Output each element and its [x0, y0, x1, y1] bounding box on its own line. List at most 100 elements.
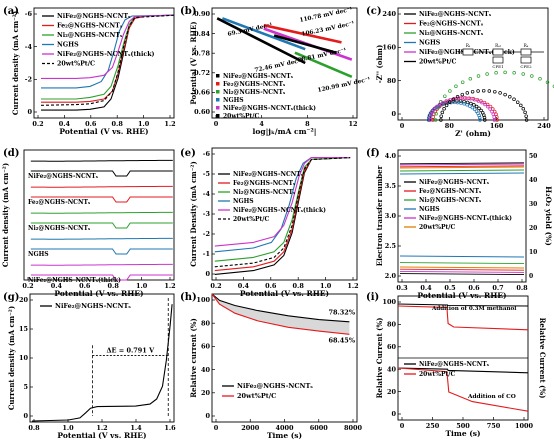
eis-point [468, 97, 473, 101]
eis-point [452, 100, 457, 105]
eis-point [468, 104, 472, 108]
retention-label: 78.32% [328, 308, 355, 316]
x-axis-label: log|jₖ/mA cm⁻²| [252, 127, 316, 136]
x-axis-label: Potential (V vs. RHE) [240, 289, 329, 298]
x-tick-label: 0.6 [468, 284, 480, 292]
co-curve [397, 367, 529, 374]
stability-curve [211, 293, 350, 335]
eis-point [443, 94, 447, 98]
eis-point [452, 97, 456, 101]
eis-point [442, 107, 446, 111]
y-tick-label: 0 [23, 412, 28, 420]
x-tick-label: 240 [537, 122, 551, 130]
tafel-slope-label: 110.78 mV dec⁻¹ [299, 6, 353, 24]
eis-point [493, 89, 497, 94]
legend-marker [216, 82, 220, 86]
legend-label: 20wt%Pt/C [419, 224, 455, 231]
panel-d: (d) 0.2 0.4 0.6 0.8 1.0 1.2 Potential (V vs. RH… [1, 148, 176, 298]
cv-label: NiFe₂@NGHS-NCNTₛ(thick) [28, 277, 121, 284]
y-tick-label: -6 [25, 10, 33, 18]
x-tick-label: 1.6 [164, 424, 176, 432]
eis-point [487, 89, 492, 93]
eis-point [480, 100, 484, 105]
y-tick-label: -2 [25, 76, 32, 84]
tafel-line [294, 51, 353, 78]
circuit-label: CPE1 [492, 64, 503, 69]
eis-point [435, 104, 439, 109]
y-axis-label: Relative Current (%) [375, 318, 384, 399]
x-tick-label: 0 [214, 120, 219, 128]
y-axis-label: Current density (mA cm⁻²) [11, 11, 20, 115]
retention-label: 68.45% [328, 337, 355, 345]
y-tick-label: 0 [391, 410, 396, 418]
eis-point [488, 107, 492, 111]
eis-point [440, 100, 445, 105]
y-tick-label: 5 [23, 383, 28, 391]
y-axis-label: Current density (mA cm⁻²) [1, 163, 10, 267]
eis-point [460, 80, 465, 84]
legend-label: 20wt%Pt/C [237, 392, 276, 400]
x-axis-label: Potential (V vs. RHE) [54, 289, 143, 298]
legend-label: Fe₂@NGHS-NCNTₛ [57, 23, 123, 30]
legend-label: NiFe₂@NGHS-NCNTₛ [237, 382, 313, 390]
y-tick-label: 80 [387, 77, 397, 85]
x-tick-label: 0.6 [85, 120, 97, 128]
panel-g: (g) 0.8 1.0 1.2 1.4 1.6 0 5 10 15 20 Potential (V v… [3, 292, 176, 440]
y-tick-label: 0.72 [194, 69, 210, 77]
n-curve [399, 169, 525, 172]
legend-label: 20wt%Pt/C [419, 59, 456, 66]
stability-curve [211, 293, 350, 323]
x-tick-label: 0.3 [396, 284, 408, 292]
y-tick-label: -6 [203, 150, 211, 158]
x-axis-label: Potential (V vs. RHE) [57, 431, 146, 440]
legend-label: NiFe₂@NGHS-NCNTₛ [223, 73, 294, 80]
methanol-curve [397, 305, 529, 331]
y-axis-label: -Z'' (ohm) [375, 45, 384, 84]
eis-point [439, 118, 443, 122]
legend-marker [216, 74, 220, 78]
eis-point [468, 77, 473, 81]
y-tick-label: 0.66 [194, 89, 210, 97]
circuit-label: Rₛ [466, 43, 471, 48]
eis-point [432, 107, 437, 111]
y-tick-label: 10 [19, 354, 29, 362]
plot-frame [397, 7, 549, 121]
legend-label: Fe₂@NGHS-NCNTₛ [233, 180, 296, 187]
y-tick-label: 0.90 [194, 10, 210, 18]
y-axis-label: Electron transfer number [375, 165, 384, 266]
cv-curve [30, 274, 173, 281]
eis-point [498, 91, 502, 95]
eis-point [478, 118, 482, 122]
eis-point [476, 99, 481, 103]
panel-letter: (g) [3, 292, 19, 303]
legend-label: Ni₂@NGHS-NCNTₛ [233, 189, 296, 196]
eis-point [440, 110, 445, 115]
legend-label: 20wt%Pt/C [419, 371, 455, 378]
eis-point [460, 92, 465, 97]
tafel-slope-label: 72.46 mV dec⁻¹ [254, 57, 305, 74]
y2-tick-label: 0 [529, 273, 533, 280]
eis-point [477, 115, 482, 120]
eis-point [483, 118, 487, 122]
x-tick-label: 0.4 [420, 284, 432, 292]
n-curve [399, 162, 525, 165]
panel-letter: (h) [180, 292, 197, 303]
y2-axis-label: Relative Current (%) [538, 318, 547, 399]
x-tick-label: 750 [487, 422, 501, 430]
y-tick-label: 100 [196, 296, 210, 304]
x-tick-label: 0.6 [79, 282, 91, 290]
x-tick-label: 1.2 [347, 282, 358, 290]
y-tick-label: 2.0 [385, 272, 397, 280]
y-axis-label: Potential (V vs. RHE) [189, 21, 198, 104]
y-tick-label: 0 [205, 412, 210, 420]
y-tick-label: 100 [382, 298, 396, 306]
cv-label: NGHS [28, 251, 49, 258]
methanol-curve [397, 303, 529, 307]
eis-point [477, 113, 481, 118]
legend-label: Ni₂@NGHS-NCNTₛ [419, 197, 482, 204]
eis-point [447, 100, 452, 104]
eis-point [472, 103, 476, 107]
x-tick-label: 4 [259, 120, 264, 128]
legend-label: Fe₂@NGHS-NCNTₛ [419, 21, 484, 28]
